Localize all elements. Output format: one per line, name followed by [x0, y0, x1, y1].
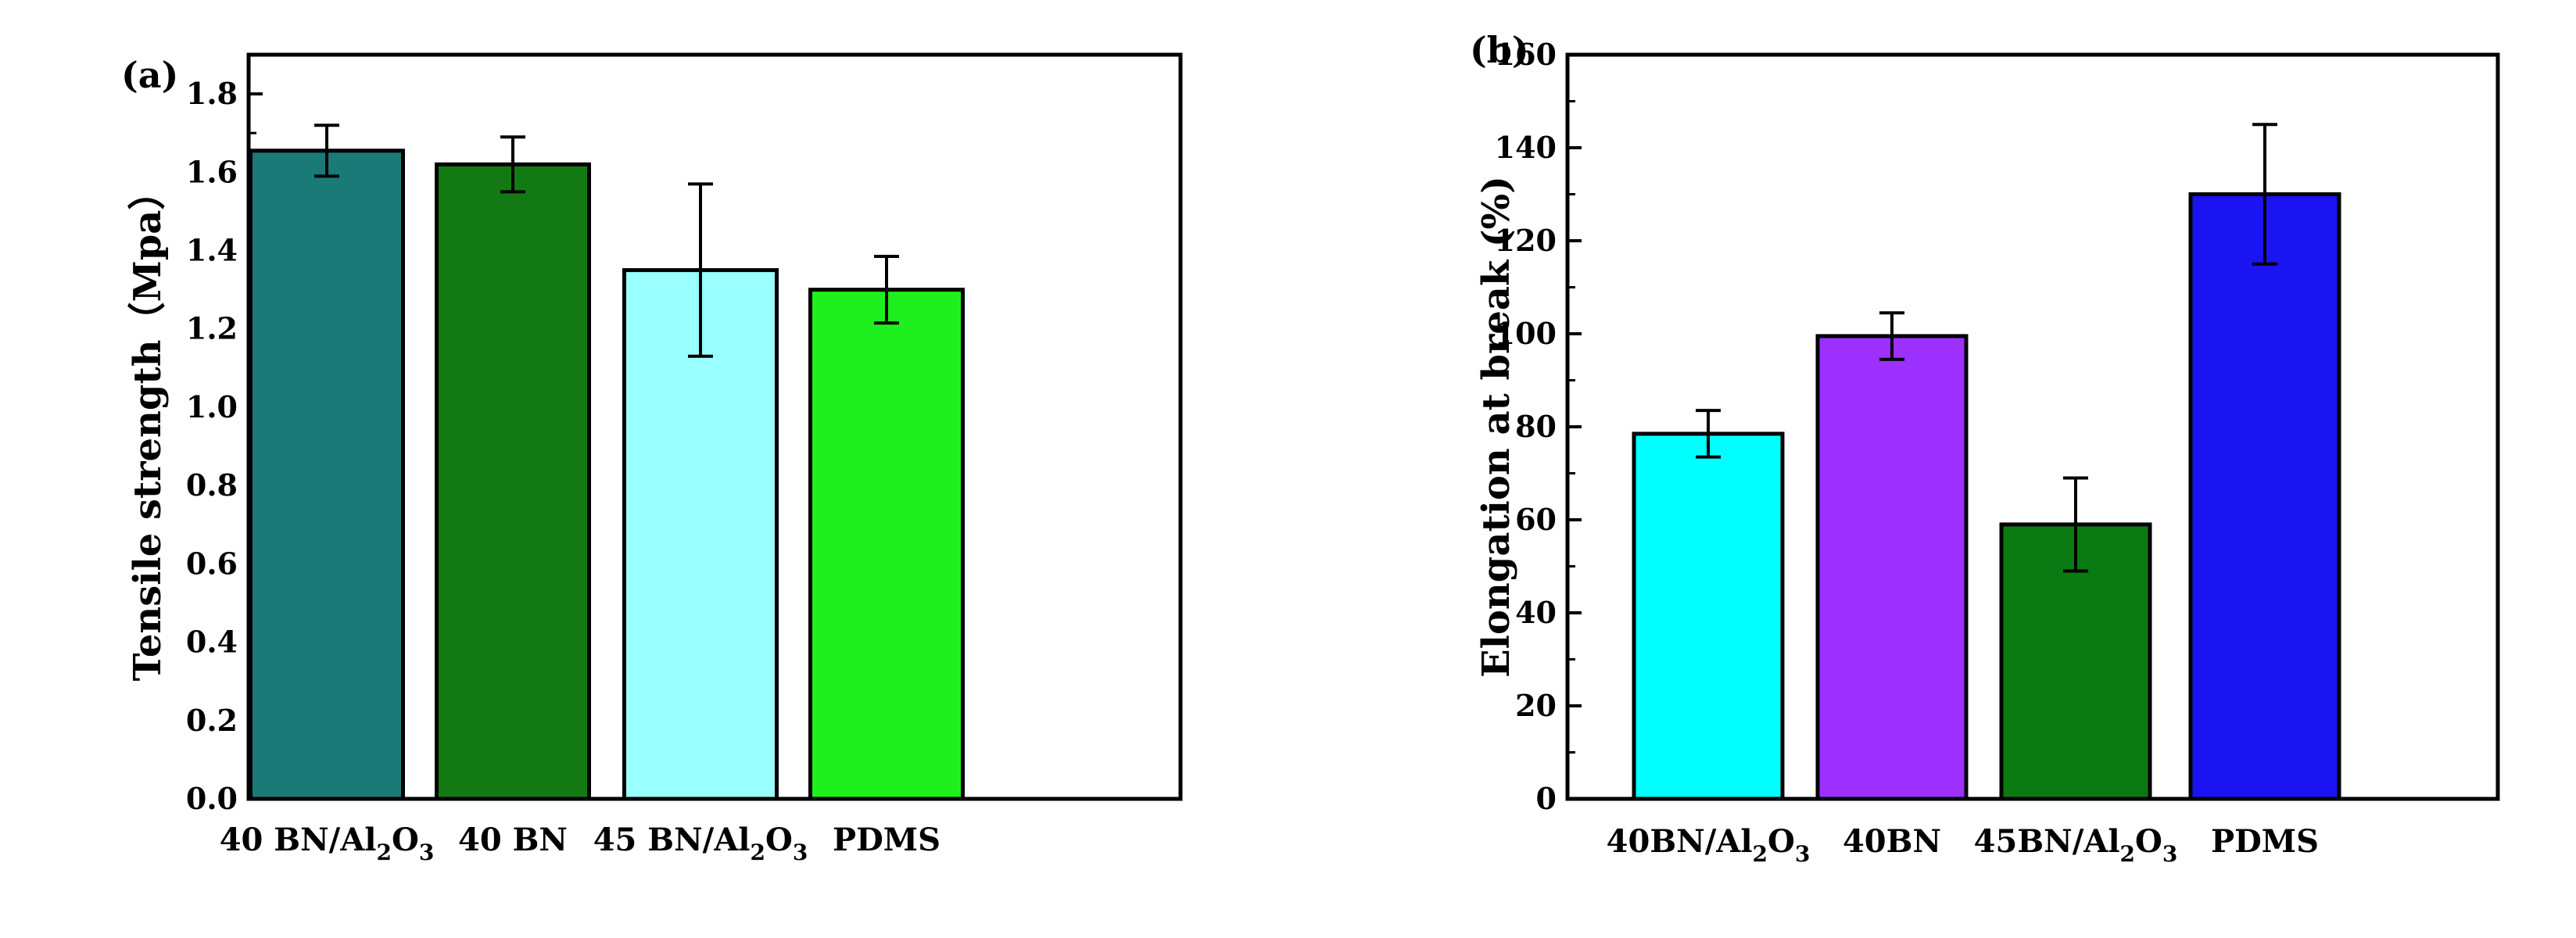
panel-a-tensile-strength: 0.0 0.2 0.4 0.6 0.8 1.0 1.2 1.4 1.6 1.8 40 BN/Al2… — [121, 52, 1183, 865]
panel-b-bars — [1632, 192, 2341, 801]
x-category-label: 40 BN — [458, 822, 568, 858]
x-category-label: PDMS — [2211, 823, 2319, 860]
y-tick-label: 1.6 — [186, 154, 238, 189]
x-category-label: 40BN/Al2O3 — [1607, 823, 1811, 867]
panel-b-category-labels: 40BN/Al2O3 40BN 45BN/Al2O3 PDMS — [1607, 823, 2319, 867]
bar — [249, 149, 405, 801]
panel-b-label: (b) — [1470, 29, 1529, 71]
y-tick-label: 100 — [1495, 316, 1557, 351]
error-bar — [1696, 409, 1721, 459]
y-tick-label: 0.0 — [186, 781, 238, 816]
x-category-label: 40BN — [1843, 823, 1941, 860]
bar — [808, 288, 965, 801]
panel-a-bars — [249, 149, 965, 801]
panel-a-label: (a) — [121, 54, 178, 96]
x-category-label: 45BN/Al2O3 — [1974, 823, 2178, 867]
y-tick-label: 1.4 — [186, 233, 238, 268]
y-tick-label: 1.2 — [186, 311, 238, 346]
panel-a-category-labels: 40 BN/Al2O3 40 BN 45 BN/Al2O3 PDMS — [220, 822, 940, 865]
error-bar — [314, 124, 339, 178]
panel-a-y-axis-title: Tensile strength（Mpa） — [126, 173, 170, 682]
panel-a-y-ticks: 0.0 0.2 0.4 0.6 0.8 1.0 1.2 1.4 1.6 1.8 — [186, 76, 888, 816]
bar — [2188, 192, 2341, 801]
y-tick-label: 0.8 — [186, 467, 238, 503]
error-bar — [1879, 311, 1904, 361]
y-tick-label: 120 — [1495, 223, 1557, 258]
y-tick-label: 0.6 — [186, 546, 238, 581]
error-bar — [2252, 123, 2277, 266]
y-tick-label: 80 — [1515, 409, 1557, 444]
bar — [1815, 334, 1969, 801]
error-bar — [2063, 476, 2088, 573]
error-bar — [874, 255, 899, 325]
y-tick-label: 0 — [1536, 781, 1557, 816]
panel-b-elongation-at-break: 0 20 40 60 80 100 120 140 160 40BN/Al2O3 40BN 45BN… — [1470, 29, 2500, 867]
y-tick-label: 40 — [1515, 595, 1557, 630]
y-tick-label: 0.4 — [186, 625, 238, 660]
bar — [435, 162, 591, 801]
y-tick-label: 0.2 — [186, 703, 238, 738]
error-bar — [688, 182, 713, 358]
y-tick-label: 1.8 — [186, 76, 238, 111]
y-tick-label: 60 — [1515, 502, 1557, 537]
x-category-label: 40 BN/Al2O3 — [220, 822, 435, 865]
x-category-label: 45 BN/Al2O3 — [593, 822, 808, 865]
panel-a-error-bars — [314, 124, 899, 358]
error-bar — [500, 135, 525, 194]
x-category-label: PDMS — [833, 822, 940, 858]
panel-b-error-bars — [1696, 123, 2277, 573]
y-tick-label: 20 — [1515, 688, 1557, 723]
y-tick-label: 140 — [1495, 130, 1557, 165]
panel-b-y-axis-title: Elongation at break (%) — [1474, 176, 1518, 678]
bar — [1632, 431, 1785, 801]
y-tick-label: 1.0 — [186, 389, 238, 424]
y-tick-label: 160 — [1495, 37, 1557, 72]
bar — [622, 268, 779, 801]
